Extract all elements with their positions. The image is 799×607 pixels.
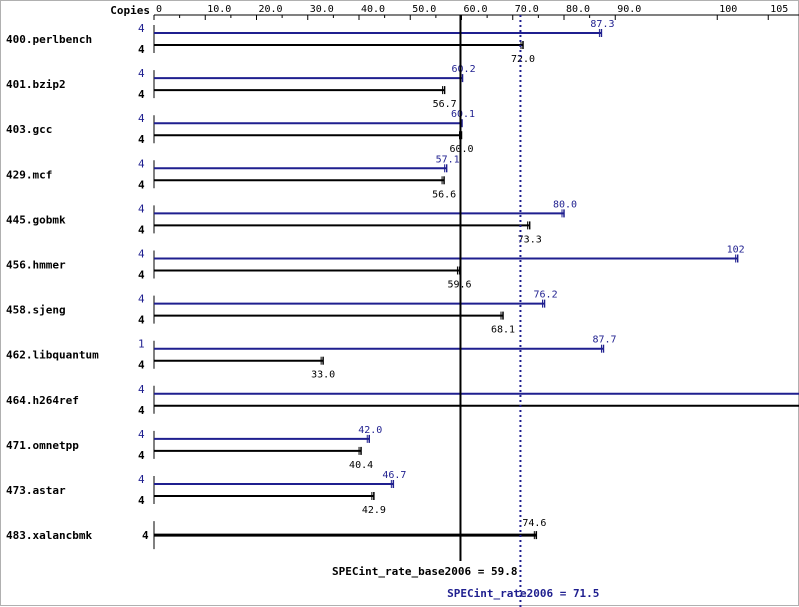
x-tick-label: 20.0 [259,4,283,15]
peak-copies: 4 [138,22,145,35]
base-copies: 4 [138,178,145,191]
base-value: 60.0 [450,144,474,155]
peak-copies: 4 [138,383,145,396]
benchmark-label: 464.h264ref [6,394,79,407]
x-tick-label: 40.0 [361,4,385,15]
base-value: 33.0 [311,370,335,381]
peak-copies: 1 [138,338,145,351]
x-tick-label: 0 [156,4,162,15]
peak-value: 57.1 [436,154,460,165]
benchmark-label: 429.mcf [6,168,52,181]
benchmark-row: 403.gcc 4 4 60.1 60.0 [6,109,475,155]
benchmark-row: 464.h264ref44124119 [6,383,799,417]
benchmark-row: 429.mcf 4 4 57.1 56.6 [6,154,460,200]
peak-reference-label: SPECint_rate2006 = 71.5 [447,587,599,600]
base-copies: 4 [138,133,145,146]
base-value: 42.9 [362,505,386,516]
peak-value: 76.2 [534,290,558,301]
base-value: 72.0 [511,54,535,65]
benchmark-label: 471.omnetpp [6,439,79,452]
x-tick-label: 100 [719,4,737,15]
benchmark-label: 456.hmmer [6,259,66,272]
peak-copies: 4 [138,473,145,486]
benchmark-label: 462.libquantum [6,349,99,362]
peak-copies: 4 [138,248,145,261]
benchmark-label: 403.gcc [6,123,52,136]
benchmark-row: 458.sjeng 4 4 76.2 68.1 [6,290,558,336]
base-value: 73.3 [518,234,542,245]
peak-copies: 4 [138,293,145,306]
reference-lines: SPECint_rate_base2006 = 59.8 SPECint_rate… [332,15,599,607]
base-copies: 4 [138,494,145,507]
x-axis: Copies 0 10.0 20.0 30.0 40.0 50.0 60.0 70.0 80.0 9… [110,4,799,20]
base-value: 68.1 [491,325,515,336]
base-copies: 4 [138,404,145,417]
base-copies: 4 [138,449,145,462]
x-tick-label: 80.0 [566,4,590,15]
x-tick-label: 30.0 [310,4,334,15]
combined-value: 74.6 [522,518,546,529]
x-tick-label: 10.0 [207,4,231,15]
base-copies: 4 [138,269,145,282]
peak-copies: 4 [138,67,145,80]
base-copies: 4 [138,223,145,236]
benchmark-row: 462.libquantum 1 4 87.7 33.0 [6,335,617,381]
base-copies: 4 [138,314,145,327]
benchmark-label: 401.bzip2 [6,78,66,91]
x-tick-label: 90.0 [617,4,641,15]
x-tick-label: 60.0 [464,4,488,15]
x-tick-label: 70.0 [515,4,539,15]
peak-copies: 4 [138,157,145,170]
benchmark-row: 471.omnetpp 4 4 42.0 40.4 [6,425,382,471]
base-copies: 4 [138,359,145,372]
peak-copies: 4 [138,112,145,125]
base-copies: 4 [142,529,149,542]
copies-header: Copies [110,4,150,17]
peak-value: 87.7 [592,335,616,346]
peak-value: 60.2 [452,64,476,75]
benchmark-label: 473.astar [6,484,66,497]
peak-value: 102 [727,245,745,256]
base-copies: 4 [138,43,145,56]
benchmark-label: 483.xalancbmk [6,529,92,542]
peak-value: 80.0 [553,199,577,210]
benchmark-label: 400.perlbench [6,33,92,46]
benchmark-row: 400.perlbench 4 4 87.3 72.0 [6,19,615,65]
benchmark-row: 473.astar 4 4 46.7 42.9 [6,470,406,516]
benchmark-row: 401.bzip2 4 4 60.2 56.7 [6,64,476,110]
peak-value: 46.7 [382,470,406,481]
base-value: 40.4 [349,460,373,471]
benchmark-label: 458.sjeng [6,304,66,317]
peak-value: 42.0 [358,425,382,436]
peak-copies: 4 [138,202,145,215]
base-value: 56.7 [433,99,457,110]
benchmark-row: 456.hmmer4410259.6 [6,245,745,291]
benchmark-label: 445.gobmk [6,213,66,226]
x-tick-label: 105 [770,4,788,15]
base-copies: 4 [138,88,145,101]
peak-value: 87.3 [590,19,614,30]
x-tick-label: 50.0 [412,4,436,15]
bars: 400.perlbench 4 4 87.3 72.0 401.bzip2 4 4 60.2 56… [6,19,799,550]
peak-copies: 4 [138,428,145,441]
benchmark-row: 445.gobmk 4 4 80.0 73.3 [6,199,577,245]
peak-value: 60.1 [451,109,475,120]
benchmark-row: 483.xalancbmk 4 74.6 [6,518,546,550]
base-value: 56.6 [432,189,456,200]
base-reference-label: SPECint_rate_base2006 = 59.8 [332,565,517,578]
